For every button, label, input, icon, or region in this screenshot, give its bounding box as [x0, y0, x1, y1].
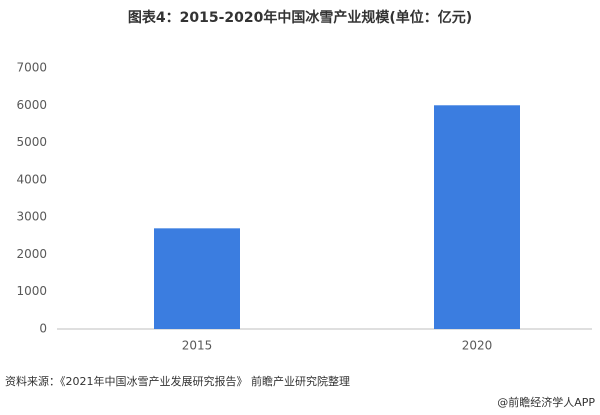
bar [434, 105, 520, 330]
y-tick-label: 5000 [16, 135, 47, 149]
y-tick-label: 4000 [16, 172, 47, 186]
y-tick-label: 2000 [16, 247, 47, 261]
x-tick-label: 2015 [182, 339, 213, 353]
bar [154, 228, 240, 329]
y-tick-label: 6000 [16, 98, 47, 112]
chart-title: 图表4：2015-2020年中国冰雪产业规模(单位：亿元) [128, 9, 472, 26]
credit: @前瞻经济学人APP [497, 395, 595, 409]
y-tick-label: 0 [39, 322, 47, 336]
y-tick-label: 7000 [16, 61, 47, 75]
source-note: 资料来源：《2021年中国冰雪产业发展研究报告》 前瞻产业研究院整理 [5, 374, 350, 388]
y-tick-label: 3000 [16, 210, 47, 224]
x-tick-label: 2020 [462, 339, 493, 353]
y-tick-label: 1000 [16, 284, 47, 298]
